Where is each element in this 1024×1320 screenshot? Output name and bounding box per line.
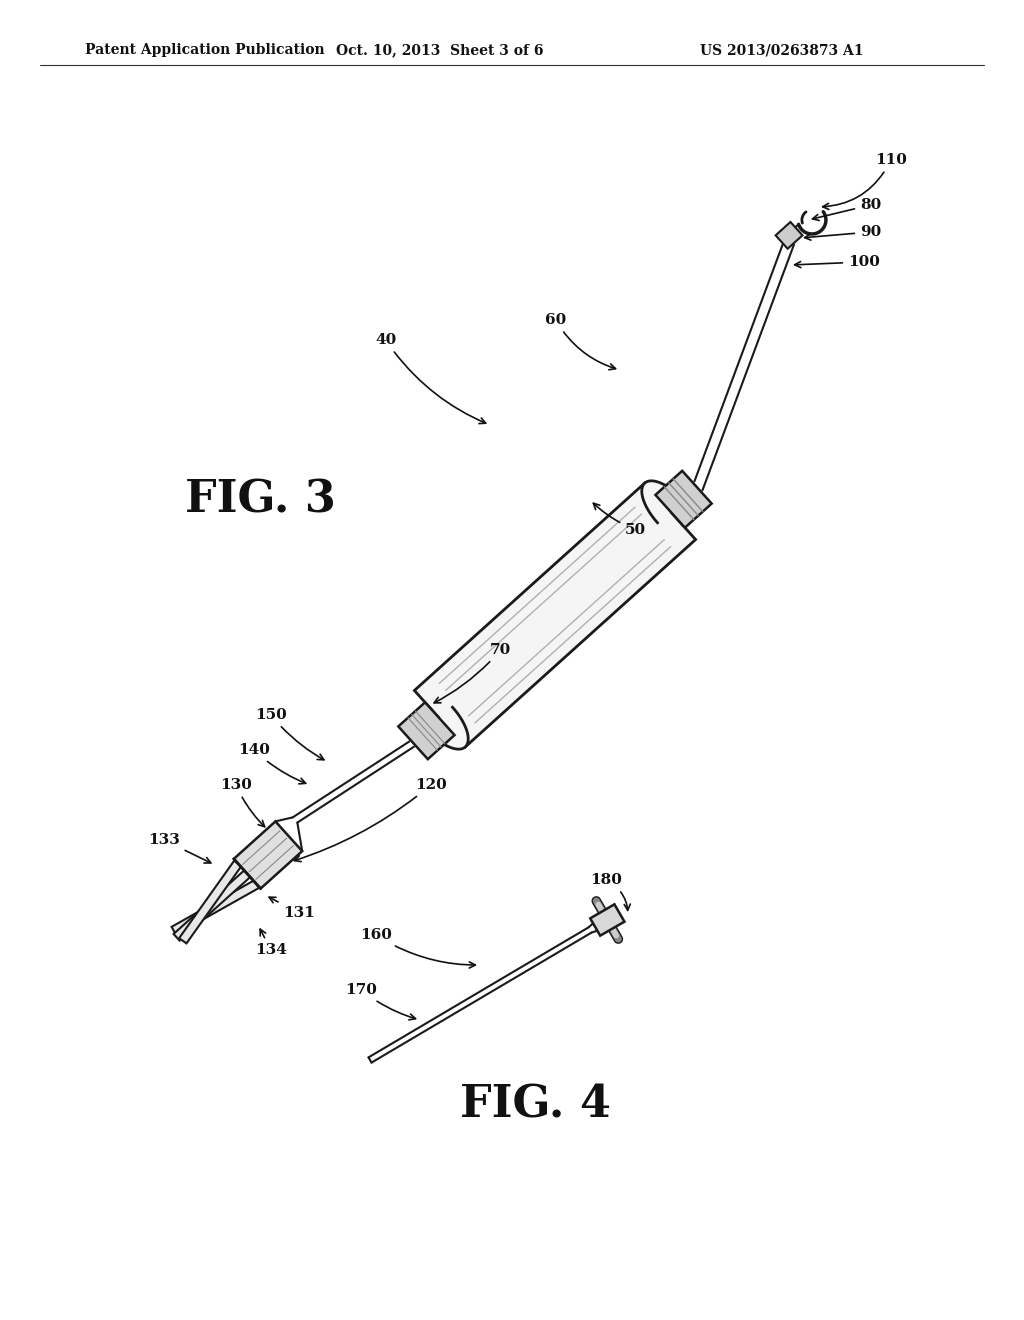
Polygon shape <box>427 708 468 750</box>
Polygon shape <box>415 483 695 747</box>
Text: 140: 140 <box>238 743 306 784</box>
Text: 80: 80 <box>812 198 882 220</box>
Polygon shape <box>590 904 625 936</box>
Text: 134: 134 <box>255 929 287 957</box>
Text: 150: 150 <box>255 708 324 760</box>
Text: 90: 90 <box>805 224 882 240</box>
Text: 100: 100 <box>795 255 880 269</box>
Text: FIG. 3: FIG. 3 <box>185 479 336 521</box>
Text: 170: 170 <box>345 983 416 1020</box>
Polygon shape <box>642 480 683 523</box>
Polygon shape <box>172 880 259 935</box>
Text: 131: 131 <box>269 898 314 920</box>
Polygon shape <box>398 702 455 759</box>
Text: 180: 180 <box>590 873 631 911</box>
Text: 60: 60 <box>545 313 615 370</box>
Text: 50: 50 <box>593 503 646 537</box>
Polygon shape <box>179 861 242 944</box>
Polygon shape <box>655 471 712 528</box>
Text: 133: 133 <box>148 833 211 863</box>
Polygon shape <box>174 870 250 941</box>
Text: 110: 110 <box>822 153 907 210</box>
Text: 120: 120 <box>295 777 446 862</box>
Polygon shape <box>775 222 803 248</box>
Text: 70: 70 <box>434 643 511 702</box>
Text: Oct. 10, 2013  Sheet 3 of 6: Oct. 10, 2013 Sheet 3 of 6 <box>336 44 544 57</box>
Text: 160: 160 <box>360 928 475 968</box>
Polygon shape <box>233 821 302 888</box>
Text: FIG. 4: FIG. 4 <box>460 1084 611 1126</box>
Text: 130: 130 <box>220 777 264 826</box>
Text: Patent Application Publication: Patent Application Publication <box>85 44 325 57</box>
Text: US 2013/0263873 A1: US 2013/0263873 A1 <box>700 44 863 57</box>
Text: 40: 40 <box>375 333 485 424</box>
